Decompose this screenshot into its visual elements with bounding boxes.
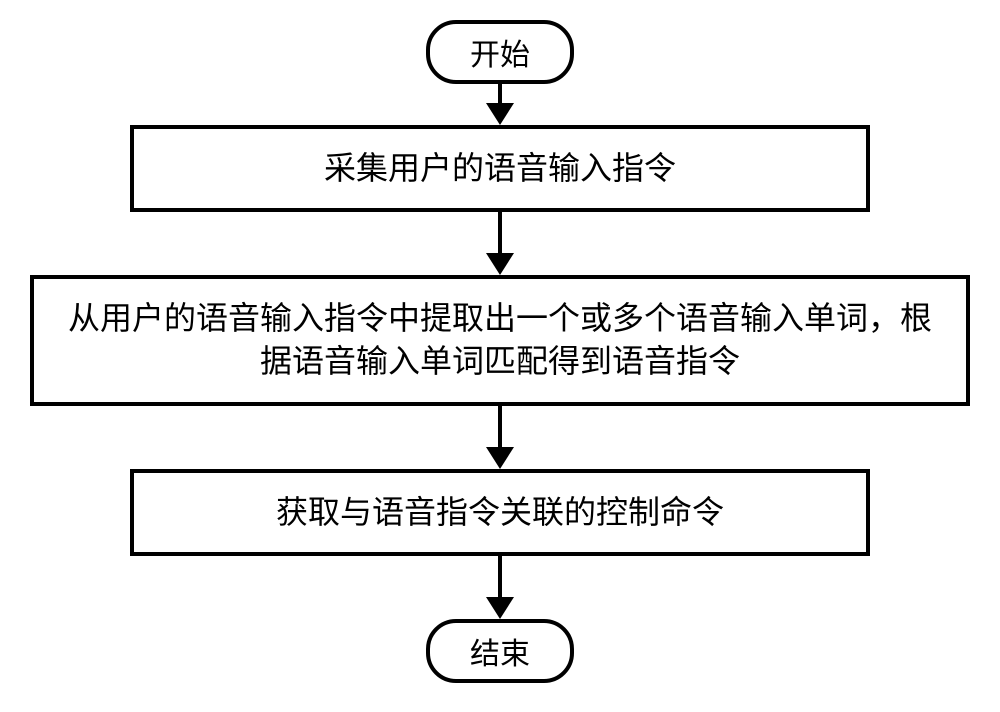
arrow-head-icon	[486, 447, 514, 469]
end-terminal: 结束	[426, 619, 574, 683]
process-step-2-label: 从用户的语音输入指令中提取出一个或多个语音输入单词，根据语音输入单词匹配得到语音…	[54, 297, 946, 383]
process-step-3: 获取与语音指令关联的控制命令	[130, 469, 870, 556]
start-label: 开始	[470, 39, 530, 72]
arrow-2	[486, 212, 514, 275]
process-step-3-label: 获取与语音指令关联的控制命令	[276, 491, 724, 534]
arrow-4	[486, 556, 514, 619]
arrow-head-icon	[486, 597, 514, 619]
arrow-line	[498, 84, 502, 104]
arrow-head-icon	[486, 103, 514, 125]
arrow-3	[486, 406, 514, 469]
arrow-line	[498, 406, 502, 448]
arrow-head-icon	[486, 253, 514, 275]
arrow-1	[486, 84, 514, 125]
flowchart-container: 开始 采集用户的语音输入指令 从用户的语音输入指令中提取出一个或多个语音输入单词…	[0, 0, 1000, 712]
arrow-line	[498, 212, 502, 254]
start-terminal: 开始	[426, 20, 574, 84]
arrow-line	[498, 556, 502, 598]
process-step-2: 从用户的语音输入指令中提取出一个或多个语音输入单词，根据语音输入单词匹配得到语音…	[30, 275, 970, 405]
process-step-1: 采集用户的语音输入指令	[130, 125, 870, 212]
process-step-1-label: 采集用户的语音输入指令	[324, 147, 676, 190]
end-label: 结束	[470, 638, 530, 671]
